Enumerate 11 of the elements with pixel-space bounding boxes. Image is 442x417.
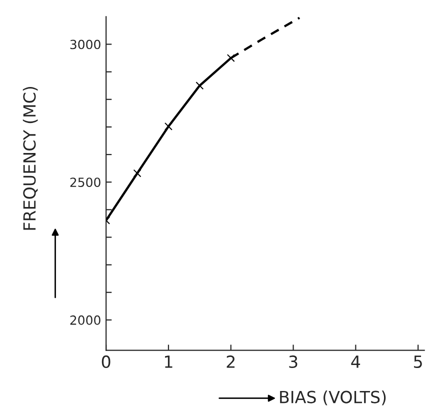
- x-tick-label: 2: [226, 355, 235, 368]
- y-tick-label: 3000: [70, 40, 100, 50]
- y-tick-label: 2500: [70, 178, 100, 188]
- x-tick-label: 1: [165, 356, 172, 368]
- x-tick-label: 0: [102, 355, 110, 368]
- x-tick-label: 4: [351, 356, 360, 368]
- x-axis-title: BIAS (VOLTS): [280, 390, 386, 406]
- y-axis-title: FREQUENCY (MC): [22, 86, 38, 230]
- y-tick-label: 2000: [70, 315, 100, 325]
- x-tick-label: 3: [289, 355, 298, 368]
- x-tick-label: 5: [414, 356, 422, 368]
